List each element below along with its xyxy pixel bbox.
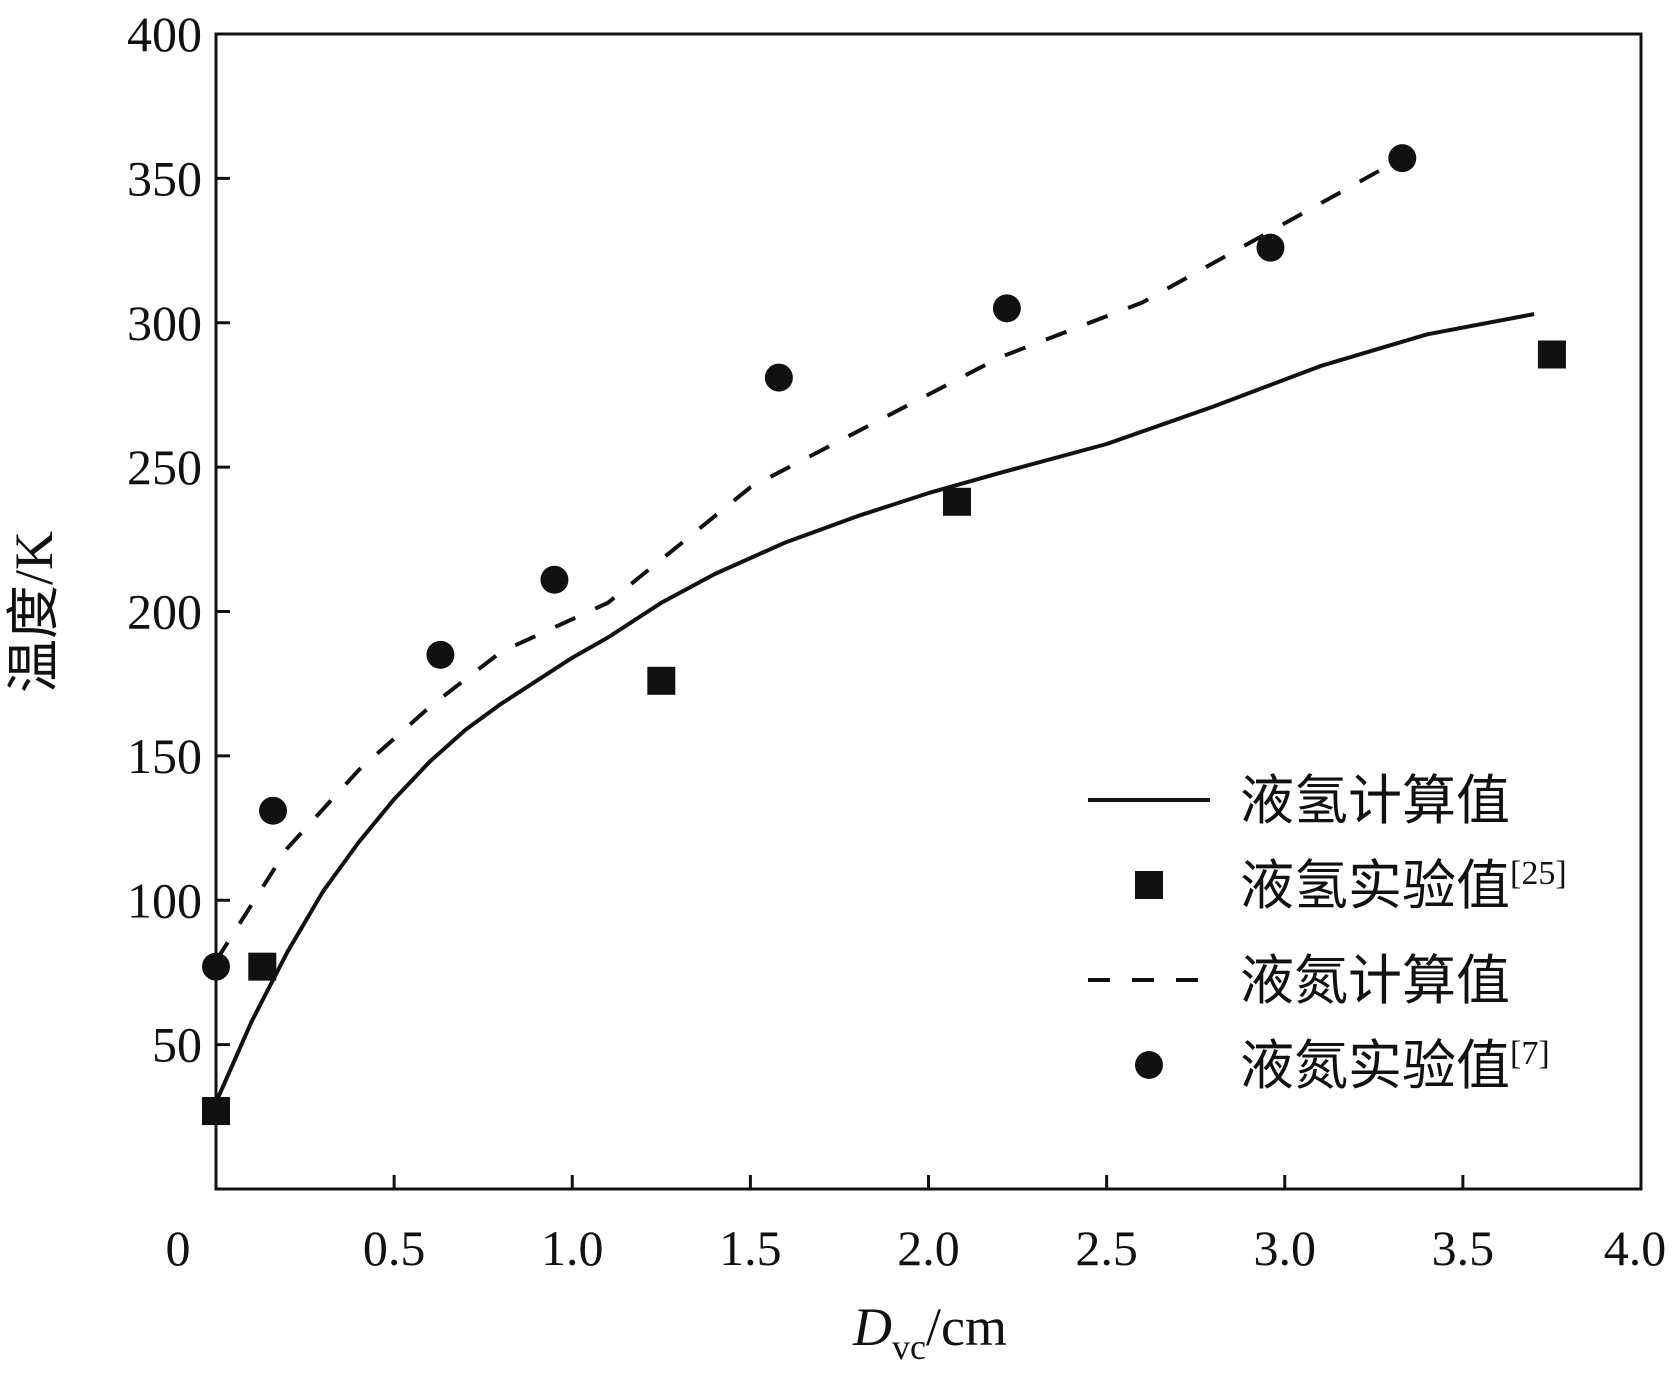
legend-label: 液氢计算值 — [1240, 769, 1510, 832]
data-point-square — [1537, 340, 1566, 369]
data-point-circle — [259, 796, 287, 825]
data-point-circle — [426, 640, 455, 669]
y-tick-label: 300 — [127, 295, 202, 351]
data-point-square — [943, 487, 971, 516]
x-tick-label: 3.0 — [1254, 1220, 1317, 1276]
data-point-circle — [540, 565, 569, 594]
data-point-circle — [1256, 233, 1285, 262]
data-point-circle — [992, 294, 1021, 323]
series-layer — [202, 144, 1566, 1126]
x-tick-label: 0.5 — [363, 1220, 426, 1276]
legend-citation: [7] — [1510, 1035, 1550, 1072]
data-point-circle — [764, 363, 793, 392]
y-axis: 50 100 150 200 250 300 350 400 — [127, 6, 230, 1073]
y-tick-label: 200 — [127, 584, 202, 640]
x-tick-label: 2.5 — [1075, 1220, 1138, 1276]
y-tick-label: 250 — [127, 439, 202, 495]
y-tick-label: 400 — [127, 6, 202, 62]
x-axis-label: Dvc/cm — [852, 1297, 1007, 1367]
legend-label: 液氮实验值[7] — [1240, 1034, 1550, 1097]
plot-frame — [214, 32, 1643, 1191]
y-tick-label: 150 — [127, 728, 202, 784]
legend-square-symbol — [1135, 871, 1163, 899]
x-tick-label: 2.0 — [897, 1220, 960, 1276]
y-axis-label: 温度/K — [4, 531, 64, 693]
legend-label: 液氮计算值 — [1240, 949, 1510, 1012]
data-point-square — [202, 1097, 230, 1126]
x-axis-label-unit: /cm — [926, 1297, 1007, 1357]
x-axis: 0 0.5 1.0 1.5 2.0 2.5 3.0 3.5 4.0 — [166, 1175, 1667, 1276]
x-tick-label: 0 — [166, 1220, 191, 1276]
legend-citation: [25] — [1510, 855, 1567, 892]
legend-label: 液氢实验值[25] — [1240, 854, 1567, 917]
y-tick-label: 100 — [127, 872, 202, 928]
x-tick-label: 3.5 — [1432, 1220, 1495, 1276]
x-tick-label: 1.5 — [719, 1220, 782, 1276]
y-tick-label: 350 — [127, 150, 202, 206]
legend-circle-symbol — [1135, 1051, 1163, 1079]
x-tick-label: 1.0 — [541, 1220, 604, 1276]
series-line-0 — [214, 312, 1535, 1104]
x-axis-label-sub: vc — [892, 1327, 926, 1367]
data-point-circle — [1388, 144, 1417, 173]
y-tick-label: 50 — [152, 1017, 202, 1073]
x-axis-label-main: D — [852, 1297, 892, 1357]
data-point-circle — [202, 952, 230, 981]
x-tick-label: 4.0 — [1604, 1220, 1667, 1276]
data-point-square — [647, 666, 676, 695]
series-line-2 — [214, 162, 1393, 962]
data-point-square — [248, 952, 277, 981]
